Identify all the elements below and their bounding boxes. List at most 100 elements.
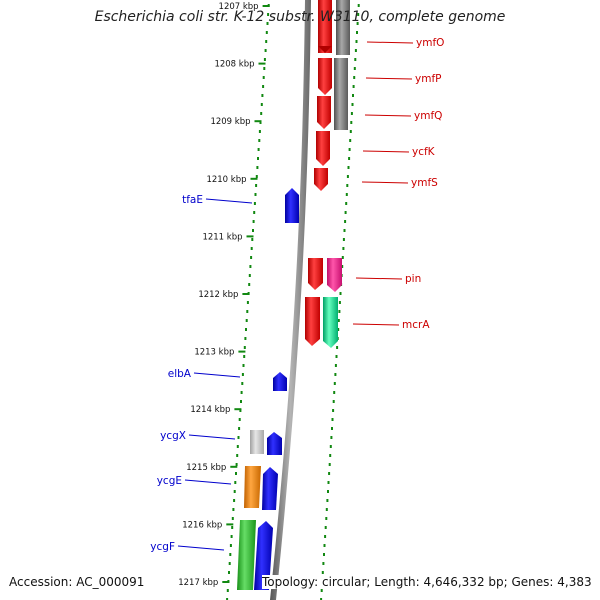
left-track-dot	[259, 121, 262, 124]
left-track-dot	[253, 211, 256, 214]
left-track-dot	[242, 364, 245, 367]
gene-ycgX-feature[interactable]	[267, 432, 282, 455]
left-track-dot	[233, 499, 236, 502]
gene-ycfK-label[interactable]: ycfK	[412, 146, 436, 158]
ruler-label: 1214 kbp	[190, 405, 230, 415]
gene-ycgE-label[interactable]: ycgE	[157, 475, 182, 487]
gene-ymfS-leader	[361, 181, 409, 184]
right-track-dot	[357, 4, 360, 7]
right-track-dot	[337, 328, 340, 331]
gene-ymfS-label[interactable]: ymfS	[411, 177, 438, 189]
left-track-dot	[240, 400, 242, 403]
left-track-dot	[245, 319, 248, 322]
left-track-dot	[237, 436, 240, 439]
gene-grey-1-feature[interactable]	[336, 0, 350, 55]
gene-mcrA-leader	[352, 323, 400, 326]
gene-ymfP-feature[interactable]	[318, 58, 332, 95]
right-track-dot	[322, 562, 325, 565]
right-track-dot	[343, 229, 346, 232]
right-track-dot	[324, 526, 327, 529]
left-track-dot	[257, 157, 259, 160]
gene-ymfP-label[interactable]: ymfP	[415, 73, 441, 85]
left-track-dot	[264, 49, 267, 52]
right-track-dot	[352, 94, 354, 97]
gene-red-pin-left-feature[interactable]	[308, 258, 323, 290]
ruler-label: 1212 kbp	[198, 290, 238, 300]
gene-ymfO-label[interactable]: ymfO	[416, 37, 444, 49]
left-track-dot	[256, 166, 259, 169]
gene-elbA-feature[interactable]	[273, 372, 287, 391]
ruler-label: 1210 kbp	[206, 175, 246, 185]
right-track-dot	[328, 472, 331, 475]
left-track-dot	[265, 31, 268, 34]
right-track-dot	[356, 31, 358, 34]
right-track-dot	[350, 112, 353, 115]
left-track-dot	[229, 553, 232, 556]
gene-ycgE-orange-feature[interactable]	[244, 466, 261, 508]
right-track-dot	[334, 364, 337, 367]
right-track-dot	[331, 427, 333, 430]
right-track-dot	[346, 184, 349, 187]
left-track-dot	[248, 274, 251, 277]
gene-ycgX-grey-feature[interactable]	[250, 430, 264, 454]
ruler-tick	[230, 465, 238, 468]
gene-mcrA-label[interactable]: mcrA	[402, 319, 430, 331]
right-track-dot	[327, 490, 329, 493]
left-track-dot	[250, 256, 253, 259]
left-track-dot	[263, 67, 266, 70]
right-track-dot	[350, 121, 353, 124]
gene-ycgF-label[interactable]: ycgF	[150, 541, 175, 553]
right-track-dot	[346, 175, 349, 178]
left-track-dot	[226, 598, 229, 600]
right-track-dot	[353, 76, 356, 79]
right-track-dot	[345, 202, 348, 205]
right-track-dot	[331, 418, 334, 421]
gene-pin-feature[interactable]	[327, 258, 342, 292]
gene-ycgE-feature[interactable]	[262, 467, 278, 510]
gene-red-mcrA-left-feature[interactable]	[305, 297, 320, 346]
left-track-dot	[240, 391, 243, 394]
ruler-tick	[226, 523, 234, 526]
right-track-dot	[341, 265, 344, 268]
right-track-dot	[329, 445, 332, 448]
gene-pin-label[interactable]: pin	[405, 273, 421, 285]
gene-ycgF-feature[interactable]	[254, 521, 273, 590]
gene-ycgF-green-feature[interactable]	[237, 520, 256, 590]
map-title: Escherichia coli str. K-12 substr. W3110…	[94, 9, 506, 25]
left-track-dot	[246, 310, 249, 313]
ruler-label: 1208 kbp	[214, 60, 254, 70]
gene-tfaE-feature[interactable]	[285, 188, 299, 223]
gene-ymfO-feature[interactable]	[318, 0, 332, 53]
ruler-tick	[254, 120, 262, 123]
left-track-dot	[232, 508, 235, 511]
left-track-dot	[251, 238, 254, 241]
right-track-dot	[356, 22, 359, 25]
right-track-dot	[345, 193, 348, 196]
gene-grey-2-feature[interactable]	[334, 58, 348, 130]
left-track-dot	[228, 571, 230, 574]
left-track-dot	[266, 22, 269, 25]
right-track-dot	[332, 400, 335, 403]
right-track-dot	[336, 346, 339, 349]
left-track-dot	[262, 76, 265, 79]
gene-mcrA-feature[interactable]	[323, 297, 338, 348]
right-track-dot	[329, 454, 332, 457]
right-track-dot	[342, 247, 345, 250]
gene-ymfQ-label[interactable]: ymfQ	[414, 110, 442, 122]
gene-elbA-label[interactable]: elbA	[168, 368, 192, 380]
right-track-dot	[353, 67, 356, 70]
left-track-dot	[250, 247, 253, 250]
left-track-dot	[241, 382, 244, 385]
gene-tfaE-label[interactable]: tfaE	[182, 194, 203, 206]
ruler-label: 1209 kbp	[210, 117, 250, 127]
left-track-dot	[239, 409, 242, 412]
gene-ycgX-label[interactable]: ycgX	[160, 430, 186, 442]
right-track-dot	[342, 238, 345, 241]
gene-ymfS-feature[interactable]	[314, 168, 328, 191]
gene-ycfK-feature[interactable]	[316, 131, 330, 166]
right-track-dot	[334, 373, 337, 376]
ruler-tick	[246, 235, 254, 238]
gene-ymfQ-feature[interactable]	[317, 96, 331, 129]
ruler-tick	[242, 293, 250, 295]
